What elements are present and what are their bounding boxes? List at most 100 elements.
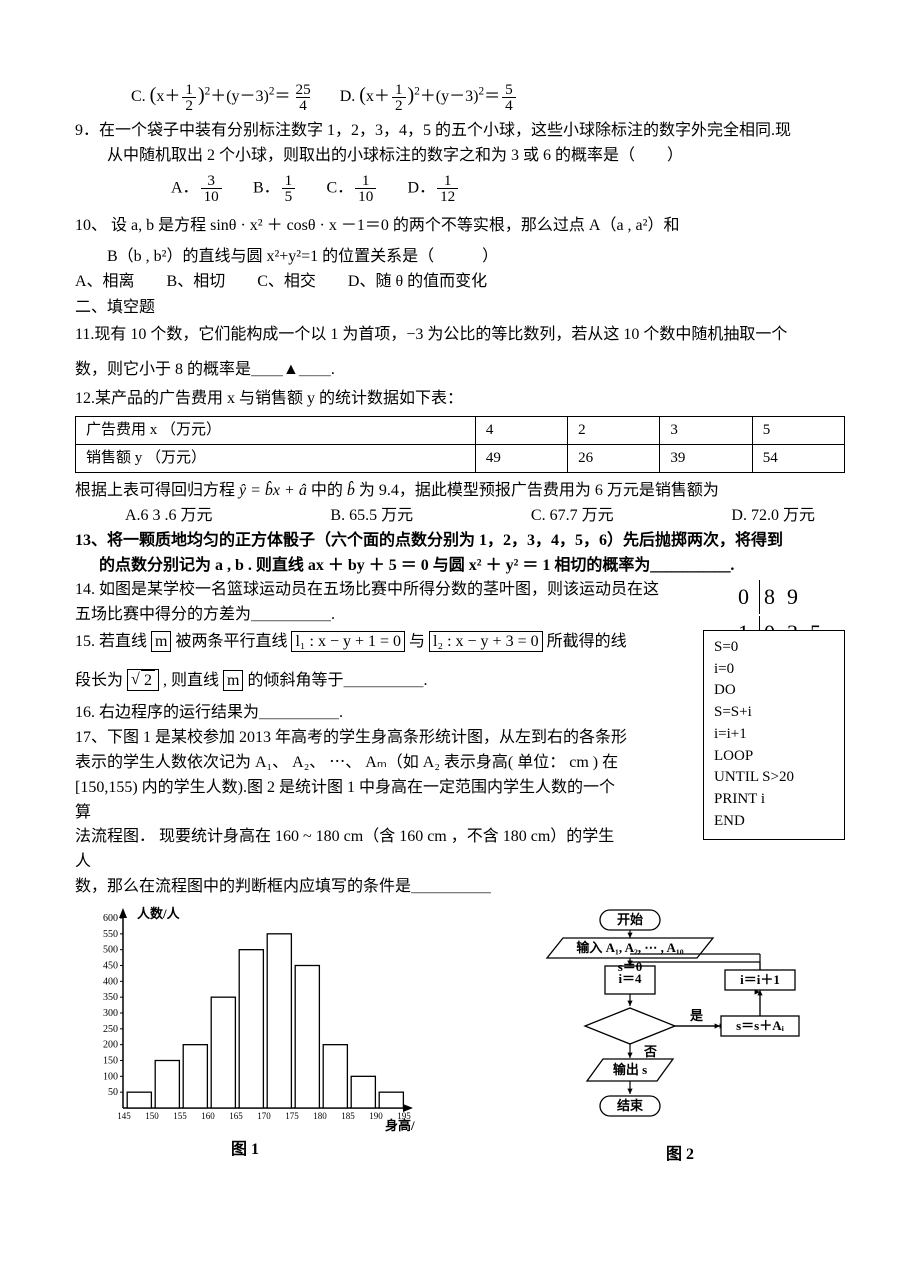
q12-a: A.6 3 .6 万元 (125, 504, 213, 529)
q12-l2a: 根据上表可得回归方程 (75, 482, 239, 499)
svg-text:输入 A₁, A₂, ⋯ , A₁₀: 输入 A₁, A₂, ⋯ , A₁₀ (576, 940, 683, 955)
cell: 39 (660, 444, 752, 472)
q17-l1: 17、下图 1 是某校参加 2013 年高考的学生身高条形统计图，从左到右的各条… (75, 726, 630, 751)
cell: 3 (660, 416, 752, 444)
q12-l2: 根据上表可得回归方程 ŷ = b̂x + â 中的 b̂ 为 9.4，据此模型预… (75, 479, 845, 504)
prog-line: UNTIL S>20 (714, 767, 826, 789)
cell: 26 (568, 444, 660, 472)
table-row: 广告费用 x （万元） 4 2 3 5 (76, 416, 845, 444)
svg-text:155: 155 (173, 1111, 187, 1121)
q9-opts: A．310 B．15 C．110 D．112 (75, 173, 845, 204)
q8-c-label: C. (131, 88, 146, 105)
svg-text:结束: 结束 (617, 1098, 644, 1113)
svg-text:200: 200 (103, 1040, 118, 1051)
table-row: 销售额 y （万元） 49 26 39 54 (76, 444, 845, 472)
cell: 5 (752, 416, 844, 444)
leaf (808, 580, 829, 614)
q12-c: C. 67.7 万元 (531, 504, 614, 529)
q9-b-label: B． (253, 179, 280, 196)
q12-l1: 12.某产品的广告费用 x 与销售额 y 的统计数据如下表： (75, 387, 845, 412)
svg-text:170: 170 (257, 1111, 271, 1121)
svg-text:600: 600 (103, 913, 118, 924)
q15-m1: m (151, 631, 171, 652)
program-box: S=0 i=0 DO S=S+i i=i+1 LOOP UNTIL S>20 P… (703, 630, 845, 840)
q12-table: 广告费用 x （万元） 4 2 3 5 销售额 y （万元） 49 26 39 … (75, 416, 845, 474)
q9-b-num: 1 (282, 173, 296, 188)
svg-text:100: 100 (103, 1071, 118, 1082)
q15-l1: l₁ : x − y + 1 = 0 (291, 631, 405, 652)
svg-text:i＝i＋1: i＝i＋1 (740, 972, 780, 987)
svg-text:165: 165 (229, 1111, 243, 1121)
q10-l2: B（b , b²）的直线与圆 x²+y²=1 的位置关系是（ ） (75, 245, 845, 270)
q9-d-num: 1 (441, 173, 455, 188)
q9-a-label: A． (171, 179, 199, 196)
q9-c-num: 1 (359, 173, 373, 188)
svg-text:160: 160 (201, 1111, 215, 1121)
svg-text:500: 500 (103, 945, 118, 956)
q12-d: D. 72.0 万元 (731, 504, 815, 529)
section-2-title: 二、填空题 (75, 296, 845, 321)
q12-l2c: 为 9.4，据此模型预报广告费用为 6 万元是销售额为 (359, 482, 719, 499)
q13-a: 13、将一颗质地均匀的正方体骰子（六个面的点数分别为 1，2，3，4，5，6）先… (75, 529, 845, 554)
svg-text:否: 否 (643, 1044, 657, 1059)
q9-c-label: C． (326, 179, 353, 196)
bar-chart: 50100150200250300350400450500550600人数/人1… (75, 906, 415, 1136)
svg-text:s＝s＋Aᵢ: s＝s＋Aᵢ (736, 1018, 785, 1033)
svg-text:180: 180 (313, 1111, 327, 1121)
stem-row: 0 8 9 (736, 580, 829, 614)
q12: 12.某产品的广告费用 x 与销售额 y 的统计数据如下表： 广告费用 x （万… (75, 387, 845, 529)
q8-d-label: D. (340, 88, 356, 105)
prog-line: LOOP (714, 746, 826, 768)
q8-c: C. (x＋12)2＋(y－3)2＝254 (131, 88, 320, 105)
q11: 11.现有 10 个数，它们能构成一个以 1 为首项，−3 为公比的等比数列，若… (75, 323, 845, 383)
q9-l1: 在一个袋子中装有分别标注数字 1，2，3，4，5 的五个小球，这些小球除标注的数… (99, 122, 791, 139)
prog-line: i=i+1 (714, 724, 826, 746)
q10-l1: 10、 设 a, b 是方程 sinθ · x² ＋ cosθ · x －1＝0… (75, 214, 845, 239)
q9-d-den: 12 (437, 188, 458, 204)
figures-row: 50100150200250300350400450500550600人数/人1… (75, 906, 845, 1168)
svg-text:250: 250 (103, 1024, 118, 1035)
svg-text:145: 145 (117, 1111, 131, 1121)
q17: 17、下图 1 是某校参加 2013 年高考的学生身高条形统计图，从左到右的各条… (75, 726, 630, 900)
q9-a-num: 3 (204, 173, 218, 188)
q14: 14. 如图是某学校一名篮球运动员在五场比赛中所得分数的茎叶图，则该运动员在这 … (75, 578, 845, 628)
q14-l1: 14. 如图是某学校一名篮球运动员在五场比赛中所得分数的茎叶图，则该运动员在这 (75, 578, 665, 603)
prog-line: END (714, 811, 826, 833)
prog-line: i=0 (714, 659, 826, 681)
q15-l1c: 与 (409, 633, 429, 650)
q15-l2c: 的倾斜角等于＿＿＿＿＿. (247, 672, 427, 689)
q15-sqrt: 2 (141, 670, 155, 690)
svg-text:开始: 开始 (617, 912, 643, 927)
svg-text:50: 50 (108, 1087, 118, 1098)
prog-line: DO (714, 680, 826, 702)
flow-chart: 开始输入 A₁, A₂, ⋯ , A₁₀s＝0i＝4否输出 s结束是s＝s＋Aᵢ… (515, 906, 845, 1141)
q15-l1a: 15. 若直线 (75, 633, 151, 650)
figure-1: 50100150200250300350400450500550600人数/人1… (75, 906, 415, 1168)
fig2-caption: 图 2 (515, 1143, 845, 1168)
q13-b: 的点数分别记为 a , b . 则直线 ax ＋ by ＋ 5 ＝ 0 与圆 x… (75, 554, 845, 579)
q15-m2: m (223, 670, 243, 691)
q17-l3: [150,155) 内的学生人数).图 2 是统计图 1 中身高在一定范围内学生… (75, 776, 630, 826)
svg-text:人数/人: 人数/人 (137, 906, 181, 921)
cell: 销售额 y （万元） (76, 444, 476, 472)
svg-text:400: 400 (103, 976, 118, 987)
q15-l1d: 所截得的线 (547, 633, 627, 650)
q17-l4: 法流程图． 现要统计身高在 160 ~ 180 cm（含 160 cm ，不含 … (75, 825, 630, 875)
prog-line: S=0 (714, 637, 826, 659)
q9-num: 9． (75, 122, 99, 139)
q9: 9．在一个袋子中装有分别标注数字 1，2，3，4，5 的五个小球，这些小球除标注… (75, 119, 845, 204)
stem: 0 (736, 580, 760, 614)
q10: 10、 设 a, b 是方程 sinθ · x² ＋ cosθ · x －1＝0… (75, 214, 845, 294)
q9-b-den: 5 (282, 188, 296, 204)
svg-text:身高/cm: 身高/cm (385, 1118, 415, 1133)
q9-a-den: 10 (201, 188, 222, 204)
cell: 广告费用 x （万元） (76, 416, 476, 444)
leaf: 9 (785, 580, 806, 614)
svg-text:450: 450 (103, 960, 118, 971)
svg-text:300: 300 (103, 1008, 118, 1019)
svg-text:150: 150 (103, 1055, 118, 1066)
cell: 54 (752, 444, 844, 472)
svg-text:175: 175 (285, 1111, 299, 1121)
svg-text:550: 550 (103, 929, 118, 940)
q9-d-label: D． (408, 179, 436, 196)
